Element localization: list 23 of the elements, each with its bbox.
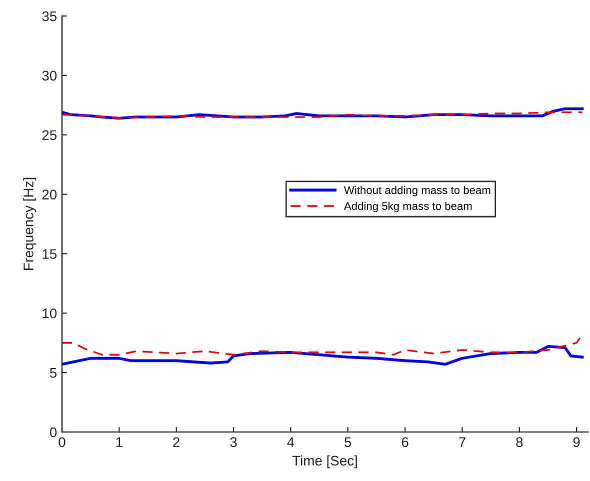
y-tick-label: 0 xyxy=(50,427,57,438)
x-axis-title: Time [Sec] xyxy=(292,455,357,468)
y-tick-label: 10 xyxy=(42,308,57,318)
x-tick-label: 4 xyxy=(287,437,294,447)
x-tick-label: 3 xyxy=(230,437,237,448)
y-axis-title: Frequency [Hz] xyxy=(23,178,36,270)
x-tick-label: 8 xyxy=(516,437,523,448)
x-tick-label: 7 xyxy=(459,437,466,447)
y-tick-label: 25 xyxy=(42,130,57,140)
y-tick-label: 15 xyxy=(42,249,57,259)
line-series xyxy=(62,345,584,366)
legend-label: Adding 5kg mass to beam xyxy=(344,202,472,212)
y-tick-label: 30 xyxy=(42,70,57,81)
y-tick-label: 20 xyxy=(42,190,57,200)
y-tick-label: 5 xyxy=(50,368,57,378)
x-tick-label: 2 xyxy=(173,437,180,447)
x-tick-label: 1 xyxy=(116,437,122,447)
x-tick-label: 9 xyxy=(573,437,580,448)
x-tick-label: 5 xyxy=(344,437,352,448)
y-tick-label: 35 xyxy=(42,11,57,22)
legend-label: Without adding mass to beam xyxy=(344,186,490,196)
x-tick-label: 6 xyxy=(402,437,408,448)
x-tick-label: 0 xyxy=(58,437,66,448)
